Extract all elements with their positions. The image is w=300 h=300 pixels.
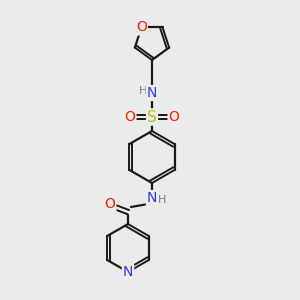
- Text: H: H: [158, 195, 166, 205]
- Text: N: N: [123, 265, 133, 279]
- Text: O: O: [124, 110, 135, 124]
- Text: O: O: [136, 20, 147, 34]
- Text: S: S: [147, 110, 157, 124]
- Text: N: N: [147, 86, 157, 100]
- Text: O: O: [169, 110, 179, 124]
- Text: N: N: [147, 191, 157, 205]
- Text: H: H: [139, 86, 147, 96]
- Text: O: O: [105, 197, 116, 211]
